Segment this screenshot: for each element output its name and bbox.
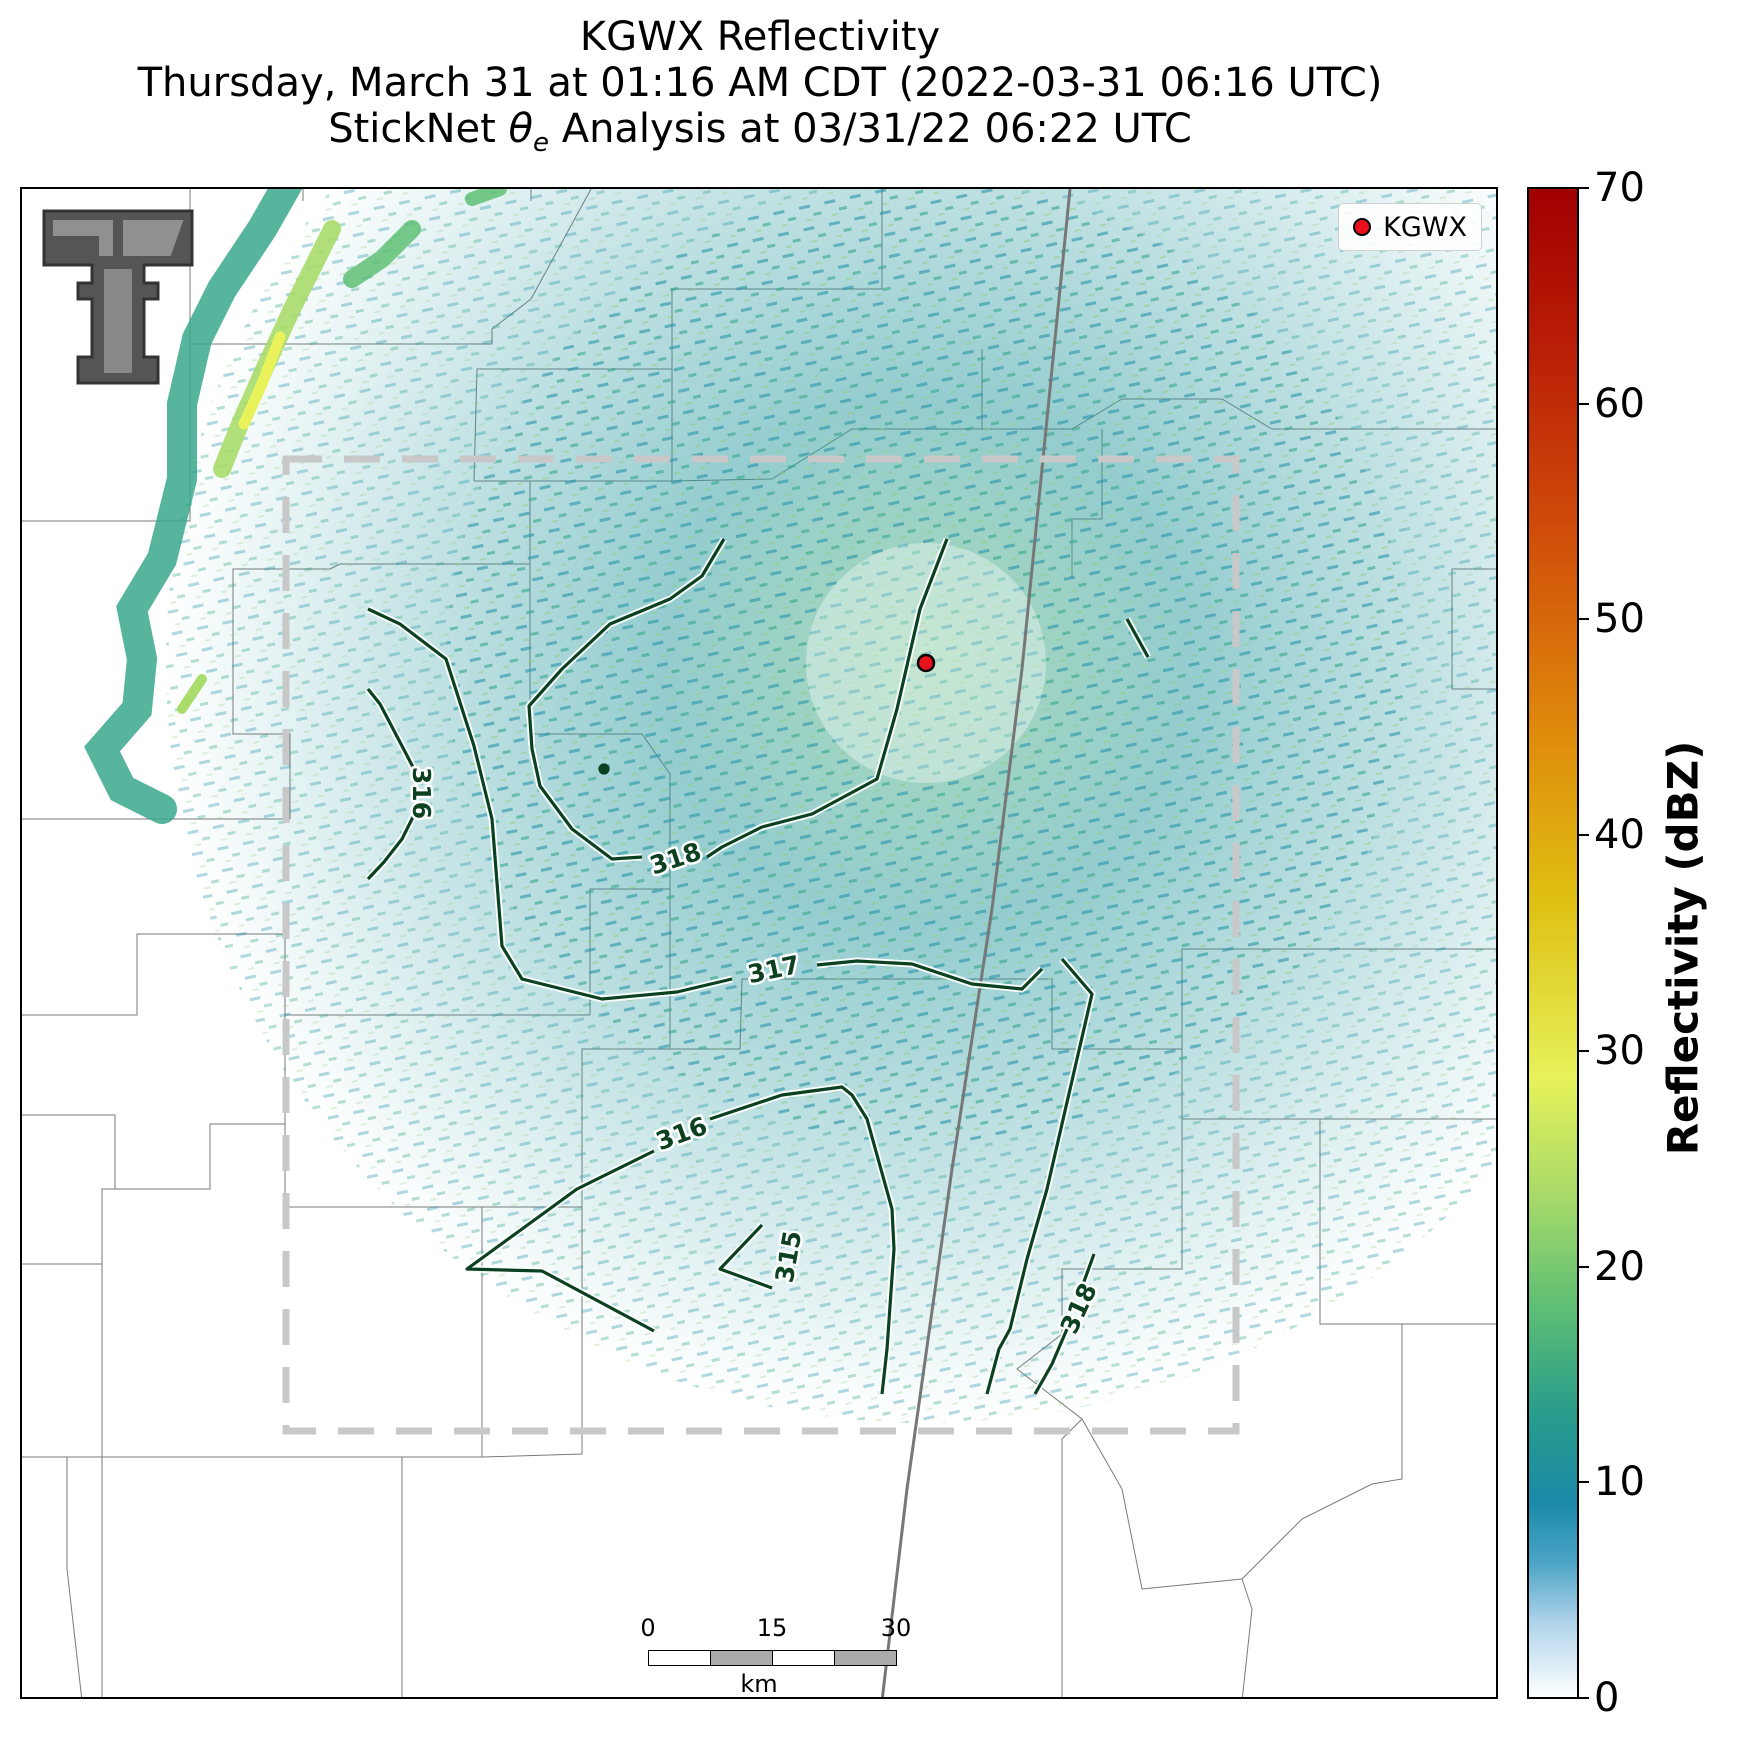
scalebar-segment: [710, 1650, 773, 1666]
colorbar-tick-mark: [1579, 187, 1589, 189]
reflectivity-field: [146, 189, 1496, 1443]
scalebar-unit: km: [740, 1670, 778, 1698]
radar-site-marker: [916, 653, 936, 673]
scalebar-segment: [648, 1650, 711, 1666]
highway-line: [880, 189, 1072, 1697]
map-legend: KGWX: [1338, 203, 1482, 251]
colorbar-tick-mark: [1579, 834, 1589, 837]
colorbar-tick-mark: [1579, 1265, 1589, 1268]
colorbar-tick-label: 40: [1594, 812, 1645, 859]
colorbar-tick-label: 0: [1594, 1675, 1620, 1721]
title-line-3: StickNet θe Analysis at 03/31/22 06:22 U…: [328, 106, 1192, 158]
storm-band: [84, 189, 507, 824]
colorbar-tick-mark: [1579, 1049, 1589, 1052]
map-svg: 316 318 317 316 315 318: [22, 189, 1496, 1697]
colorbar-tick-label: 20: [1594, 1243, 1645, 1290]
title-line-2: Thursday, March 31 at 01:16 AM CDT (2022…: [137, 60, 1383, 106]
contour-label: 316: [407, 767, 436, 819]
colorbar-tick-label: 10: [1594, 1459, 1645, 1506]
figure-title: KGWX Reflectivity Thursday, March 31 at …: [0, 14, 1520, 166]
colorbar-title: Reflectivity (dBZ): [1658, 740, 1708, 1156]
radar-site-legend-marker: [1353, 218, 1372, 236]
scalebar-tick: 15: [756, 1614, 788, 1642]
scalebar-segment: [772, 1650, 835, 1666]
scalebar-tick: 0: [640, 1614, 656, 1642]
colorbar-tick-label: 70: [1594, 165, 1645, 211]
colorbar-tick-label: 30: [1594, 1027, 1645, 1074]
scalebar-segment: [834, 1650, 897, 1666]
analysis-domain-box: [282, 455, 1240, 1435]
radar-map[interactable]: 316 318 317 316 315 318 KGWX 0 15 30: [20, 187, 1498, 1699]
reflectivity-colorbar: [1527, 187, 1579, 1699]
title-line-1: KGWX Reflectivity: [579, 14, 941, 60]
colorbar-tick-mark: [1579, 402, 1589, 405]
scalebar-tick: 30: [880, 1614, 912, 1642]
colorbar-tick-mark: [1579, 618, 1589, 621]
colorbar-tick-mark: [1579, 1697, 1589, 1699]
legend-label: KGWX: [1383, 211, 1467, 243]
colorbar-tick-mark: [1579, 1481, 1589, 1484]
colorbar-tick-label: 60: [1594, 380, 1645, 427]
colorbar-tick-label: 50: [1594, 596, 1645, 643]
scale-bar: 0 15 30 km: [634, 1614, 911, 1697]
texas-tech-logo: [40, 207, 200, 392]
